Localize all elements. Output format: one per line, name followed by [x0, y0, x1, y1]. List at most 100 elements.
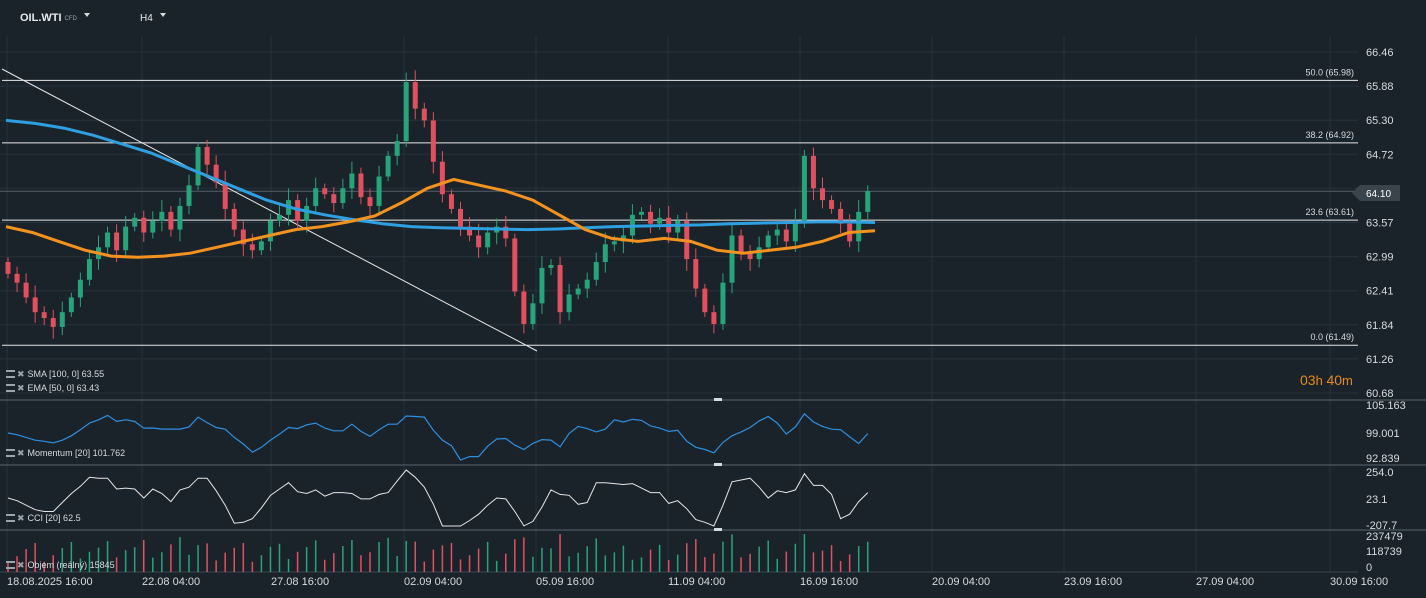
candle-body	[277, 214, 282, 221]
candle-body	[23, 282, 29, 298]
time-tick-label: 30.09 16:00	[1330, 576, 1388, 588]
volume-bar	[640, 557, 643, 572]
volume-bar	[269, 546, 272, 572]
time-tick-label: 27.09 04:00	[1196, 576, 1254, 588]
volume-bar	[505, 553, 507, 572]
candle-body	[467, 226, 473, 236]
candle-body	[476, 235, 482, 248]
candle-body	[783, 229, 789, 242]
volume-bar	[206, 543, 208, 572]
timeframe-selector[interactable]: H4	[140, 13, 166, 24]
price-tick-label: 61.84	[1366, 320, 1394, 332]
candle-body	[865, 191, 871, 212]
settings-icon[interactable]	[6, 384, 15, 392]
candle-body	[204, 146, 210, 165]
sma-line	[5, 118, 876, 232]
volume-bar	[631, 559, 634, 572]
cci-legend-text: CCI [20] 62.5	[27, 513, 81, 523]
volume-bar	[251, 561, 254, 572]
candle-body	[521, 291, 527, 324]
volume-bar	[161, 552, 163, 572]
volume-bar	[197, 545, 199, 572]
candle-body	[213, 164, 219, 183]
ema-legend[interactable]: ✖ EMA [50, 0] 63.43	[6, 383, 99, 394]
close-icon[interactable]: ✖	[17, 383, 25, 393]
volume-tick-label: 118739	[1366, 546, 1402, 558]
momentum-legend[interactable]: ✖ Momentum [20] 101.762	[6, 448, 125, 459]
candle-body	[548, 264, 554, 268]
volume-bar	[577, 552, 579, 572]
volume-bar	[88, 551, 91, 572]
volume-bar	[667, 560, 670, 572]
volume-bar	[686, 543, 688, 572]
settings-icon[interactable]	[6, 514, 15, 522]
candle-body	[611, 241, 617, 245]
symbol-selector[interactable]: OIL.WTI CFD	[20, 12, 90, 24]
candle-body	[367, 197, 373, 206]
candle-body	[59, 312, 65, 327]
volume-legend-text: Objem (reálný) 15845	[27, 560, 115, 570]
sma-legend-text: SMA [100, 0] 63.55	[27, 369, 105, 379]
countdown-m-unit: m	[1342, 373, 1353, 388]
close-icon[interactable]: ✖	[17, 513, 25, 523]
volume-bar	[242, 543, 245, 572]
volume-bar	[296, 551, 299, 572]
candle-body	[41, 312, 47, 319]
volume-bar	[459, 559, 462, 572]
candle-body	[159, 211, 165, 221]
candle-body	[132, 217, 138, 227]
volume-bar	[170, 544, 172, 572]
volume-bar	[70, 542, 73, 572]
volume-bar	[260, 555, 263, 572]
close-icon[interactable]: ✖	[17, 560, 25, 570]
candle-body	[856, 211, 862, 242]
volume-bar	[839, 561, 842, 572]
candle-body	[792, 220, 798, 242]
candle-body	[168, 211, 174, 230]
candle-body	[430, 120, 436, 162]
volume-bar	[649, 549, 652, 572]
candle-body	[222, 182, 228, 209]
volume-bar	[586, 546, 588, 572]
volume-bar	[124, 550, 127, 572]
volume-bar	[432, 549, 435, 572]
volume-bar	[559, 534, 561, 572]
volume-bar	[450, 543, 453, 572]
candle-countdown: 03h 40m	[1300, 372, 1353, 388]
volume-bar	[133, 547, 136, 572]
trend-line[interactable]	[1, 68, 538, 352]
fib-level-label: 50.0 (65.98)	[1305, 67, 1354, 77]
candle-body	[304, 205, 310, 221]
candle-body	[331, 194, 337, 204]
volume-bar	[486, 542, 489, 572]
candle-body	[249, 244, 255, 251]
volume-bar	[713, 553, 715, 572]
close-icon[interactable]: ✖	[17, 448, 25, 458]
settings-icon[interactable]	[6, 561, 15, 569]
cci-legend[interactable]: ✖ CCI [20] 62.5	[6, 513, 81, 524]
volume-legend[interactable]: ✖ Objem (reálný) 15845	[6, 560, 115, 571]
price-tick-label: 66.46	[1366, 47, 1394, 59]
volume-bar	[233, 547, 235, 572]
candle-body	[530, 303, 536, 324]
volume-bar	[314, 540, 317, 572]
countdown-h-unit: h	[1315, 373, 1323, 388]
settings-icon[interactable]	[6, 370, 15, 378]
volume-bar	[676, 554, 679, 572]
chevron-down-icon	[159, 13, 166, 18]
candle-body	[150, 220, 156, 233]
volume-bar	[803, 534, 806, 572]
fib-level-label: 38.2 (64.92)	[1305, 130, 1354, 140]
ema-legend-text: EMA [50, 0] 63.43	[27, 383, 100, 393]
volume-bar	[550, 548, 552, 572]
volume-bar	[568, 556, 570, 572]
settings-icon[interactable]	[6, 449, 15, 457]
candle-body	[458, 208, 463, 227]
close-icon[interactable]: ✖	[17, 369, 25, 379]
price-tick-label: 64.72	[1366, 149, 1394, 161]
volume-bar	[215, 560, 217, 572]
volume-bar	[776, 558, 778, 572]
candle-body	[702, 288, 708, 313]
sma-legend[interactable]: ✖ SMA [100, 0] 63.55	[6, 369, 104, 380]
